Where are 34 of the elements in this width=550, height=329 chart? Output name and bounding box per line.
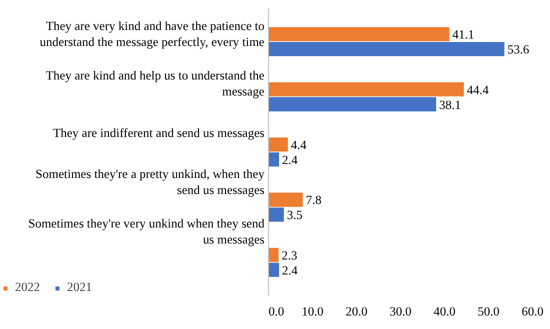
- data-label: 4.4: [290, 138, 308, 152]
- data-label: 2.4: [282, 263, 298, 278]
- x-tick-label: 40.0: [434, 304, 456, 318]
- data-label: 44.4: [466, 82, 490, 97]
- bar: [268, 262, 280, 277]
- x-tick-label: 30.0: [390, 304, 412, 318]
- bar: [268, 248, 279, 262]
- data-label: 3.5: [286, 208, 303, 222]
- bar: [268, 42, 504, 56]
- data-label: 2.3: [282, 248, 298, 262]
- bar: [268, 192, 303, 207]
- data-label: 53.6: [507, 42, 530, 57]
- bar: [268, 137, 288, 152]
- bar: [268, 97, 436, 112]
- y-tick-label: They are very kind and have the patience to understand the message perfectly, every time: [40, 19, 265, 50]
- y-tick-label: Sometimes they're very unkind when they send us messages: [28, 216, 266, 246]
- legend-label: 2021: [67, 280, 92, 295]
- y-tick-label: They are kind and help us to understand the message: [46, 68, 265, 98]
- data-label: 38.1: [439, 98, 462, 112]
- legend-label: 2022: [15, 280, 40, 295]
- x-tick-label: 20.0: [346, 304, 368, 318]
- bar: [268, 152, 280, 167]
- bar: [268, 208, 284, 222]
- data-label: 7.8: [306, 193, 322, 208]
- x-tick-label: 10.0: [302, 304, 324, 318]
- y-tick-label: They are indifferent and send us messages: [52, 126, 265, 140]
- x-tick-label: 0.0: [268, 304, 284, 318]
- bar: [268, 82, 464, 96]
- x-tick-label: 60.0: [522, 304, 544, 318]
- x-tick-label: 50.0: [478, 304, 500, 318]
- y-tick-label: Sometimes they're a pretty unkind, when they send us messages: [36, 167, 266, 198]
- data-label: 41.1: [452, 28, 474, 42]
- bar: [268, 27, 450, 42]
- data-label: 2.4: [282, 152, 298, 167]
